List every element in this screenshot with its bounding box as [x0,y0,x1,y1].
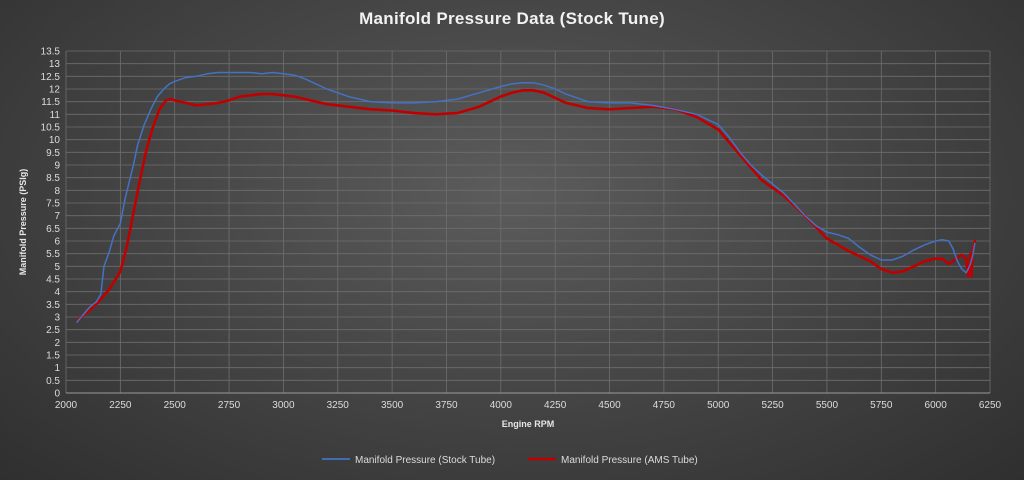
y-tick-label: 2 [54,338,60,349]
y-tick-label: 7.5 [46,199,60,210]
x-tick-label: 3000 [272,400,295,411]
y-tick-label: 4 [54,287,60,298]
y-tick-label: 13 [49,59,61,70]
x-tick-label: 4250 [544,400,567,411]
x-tick-label: 3750 [435,400,458,411]
x-tick-label: 5500 [816,400,839,411]
x-tick-label: 3250 [327,400,350,411]
x-tick-label: 5000 [707,400,730,411]
y-tick-label: 13.5 [41,47,61,58]
y-tick-label: 0.5 [46,376,60,387]
y-tick-label: 4.5 [46,275,60,286]
y-tick-label: 3.5 [46,300,60,311]
x-tick-label: 2250 [109,400,132,411]
y-tick-label: 11 [50,110,61,121]
y-tick-label: 10 [49,135,61,146]
series-layer [77,73,975,323]
y-tick-label: 3 [54,313,60,324]
x-tick-label: 2000 [55,400,78,411]
y-tick-label: 12 [49,85,61,96]
y-tick-label: 2.5 [46,325,60,336]
y-tick-label: 6 [54,237,60,248]
y-tick-label: 1 [54,363,60,374]
y-tick-label: 0 [54,389,60,400]
y-axis-label: Manifold Pressure (PSIg) [18,169,28,276]
x-tick-label: 5250 [761,400,784,411]
y-tick-label: 10.5 [41,123,61,134]
grid-layer [66,51,990,393]
legend-entry: Manifold Pressure (Stock Tube) [355,455,495,466]
x-tick-label: 6250 [979,400,1002,411]
x-tick-label: 2500 [164,400,187,411]
x-tick-label: 4750 [653,400,676,411]
x-axis-label: Engine RPM [502,419,555,429]
x-tick-label: 2750 [218,400,241,411]
legend-entry: Manifold Pressure (AMS Tube) [561,455,698,466]
x-tick-label: 4000 [490,400,513,411]
y-tick-label: 5 [54,262,60,273]
y-tick-label: 9 [54,161,60,172]
y-tick-label: 9.5 [46,148,60,159]
y-tick-label: 12.5 [41,72,61,83]
legend: Manifold Pressure (Stock Tube) Manifold P… [322,455,698,466]
x-tick-label: 6000 [925,400,948,411]
y-tick-label: 8 [54,186,60,197]
series-line-stock-tube [77,73,975,323]
axis-layer: 0 0.5 11.5 2 2.53 3.5 44.5 5 5.56 6.5 77.5 8 8.59 9.5… [41,47,1002,412]
x-tick-label: 5750 [870,400,893,411]
series-line-ams-tube [77,90,975,320]
x-tick-label: 3500 [381,400,404,411]
x-tick-label: 4500 [598,400,621,411]
y-tick-label: 1.5 [46,351,60,362]
y-tick-label: 6.5 [46,224,60,235]
y-tick-label: 8.5 [46,173,60,184]
y-tick-label: 11.5 [41,97,60,108]
y-tick-label: 7 [54,211,60,222]
y-tick-label: 5.5 [46,249,60,260]
